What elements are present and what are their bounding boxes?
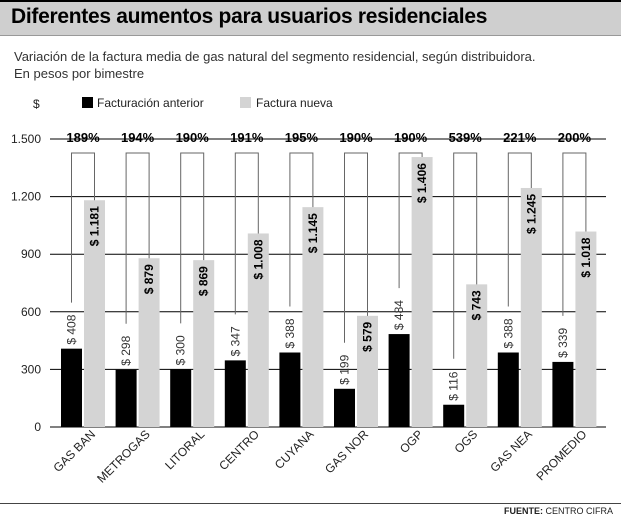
bar-nueva <box>84 200 105 427</box>
increase-bracket <box>234 152 259 315</box>
increase-bracket <box>507 152 532 307</box>
increase-percent-label: 221% <box>503 130 537 145</box>
bar-anterior <box>388 334 410 427</box>
value-label-anterior: $ 298 <box>119 335 133 365</box>
bar-nueva <box>247 233 269 427</box>
increase-bracket <box>344 152 368 343</box>
category-label: PROMEDIO <box>533 427 589 483</box>
category-label: METROGAS <box>94 427 152 485</box>
value-label-nueva: $ 1.018 <box>579 237 593 277</box>
legend-label-anterior: Facturación anterior <box>97 96 204 110</box>
y-axis-label: $ <box>33 97 40 111</box>
value-label-nueva: $ 1.145 <box>306 213 320 253</box>
value-label-anterior: $ 388 <box>501 318 515 348</box>
value-label-nueva: $ 579 <box>361 322 375 352</box>
subtitle-line-2: En pesos por bimestre <box>14 66 145 81</box>
increase-bracket <box>562 152 587 316</box>
value-label-anterior: $ 408 <box>65 314 79 344</box>
bar-anterior <box>61 348 82 427</box>
y-tick-label: 300 <box>21 362 41 376</box>
increase-percent-label: 200% <box>558 130 592 145</box>
value-label-nueva: $ 879 <box>142 264 156 294</box>
value-label-anterior: $ 347 <box>228 326 242 356</box>
category-label: CUYANA <box>272 427 317 472</box>
source-label: FUENTE: <box>503 506 543 516</box>
source-value: CENTRO CIFRA <box>545 506 614 516</box>
value-label-anterior: $ 388 <box>283 318 297 348</box>
value-label-anterior: $ 300 <box>174 335 188 365</box>
value-label-nueva: $ 1.245 <box>524 194 538 234</box>
bar-anterior <box>170 369 192 427</box>
increase-bracket <box>398 152 423 289</box>
increase-percent-label: 191% <box>230 130 264 145</box>
y-tick-label: 600 <box>21 305 41 319</box>
value-label-nueva: $ 743 <box>470 290 484 320</box>
increase-percent-label: 195% <box>285 130 319 145</box>
value-label-anterior: $ 339 <box>556 328 570 358</box>
bar-nueva <box>466 284 488 427</box>
bar-nueva <box>520 187 542 427</box>
footer-divider <box>0 503 621 504</box>
subtitle-line-1: Variación de la factura media de gas nat… <box>14 49 536 64</box>
value-label-nueva: $ 869 <box>197 266 211 296</box>
bar-nueva <box>302 207 324 427</box>
bar-nueva <box>138 258 160 427</box>
bar-nueva <box>357 315 378 427</box>
page-title: Diferentes aumentos para usuarios reside… <box>11 5 488 28</box>
bar-anterior <box>497 352 519 427</box>
chart-subtitle: Variación de la factura media de gas nat… <box>14 48 614 82</box>
bar-chart: $0 300 600 900 1.200 1.500 Facturación anterio… <box>11 96 606 486</box>
value-label-anterior: $ 199 <box>338 354 352 384</box>
bar-anterior <box>334 388 355 427</box>
value-label-nueva: $ 1.406 <box>415 163 429 203</box>
bar-anterior <box>279 352 301 427</box>
value-label-anterior: $ 484 <box>392 300 406 330</box>
legend-swatch-anterior <box>82 97 93 108</box>
title-bar: Diferentes aumentos para usuarios reside… <box>0 0 621 36</box>
category-label: GAS NEA <box>487 427 535 475</box>
legend-label-nueva: Factura nueva <box>256 96 333 110</box>
value-label-nueva: $ 1.008 <box>251 239 265 279</box>
increase-bracket <box>125 152 150 324</box>
bar-nueva <box>411 157 433 427</box>
increase-percent-label: 539% <box>449 130 483 145</box>
source-note: FUENTE: CENTRO CIFRA <box>504 506 613 516</box>
y-tick-label: 900 <box>21 247 41 261</box>
category-label: OGP <box>397 427 426 456</box>
increase-bracket <box>453 152 478 359</box>
category-label: CENTRO <box>216 427 262 473</box>
y-tick-label: 1.200 <box>11 190 41 204</box>
increase-percent-label: 194% <box>121 130 155 145</box>
bar-anterior <box>224 360 246 427</box>
increase-percent-label: 190% <box>394 130 428 145</box>
category-label: GAS NOR <box>322 427 371 476</box>
bar-anterior <box>552 361 574 427</box>
increase-percent-label: 190% <box>339 130 373 145</box>
value-label-anterior: $ 116 <box>447 371 461 400</box>
bar-nueva <box>575 231 597 427</box>
increase-bracket <box>71 152 95 303</box>
y-tick-label: 0 <box>34 420 41 434</box>
category-label: GAS BAN <box>50 427 98 475</box>
y-tick-label: 1.500 <box>11 132 41 146</box>
legend-swatch-nueva <box>240 97 251 108</box>
increase-bracket <box>180 152 205 324</box>
bar-nueva <box>193 260 215 427</box>
increase-percent-label: 189% <box>66 130 100 145</box>
bar-anterior <box>443 404 465 427</box>
category-label: OGS <box>452 427 481 456</box>
value-label-nueva: $ 1.181 <box>88 206 102 246</box>
increase-bracket <box>289 152 314 307</box>
bar-anterior <box>115 369 137 427</box>
increase-percent-label: 190% <box>176 130 210 145</box>
category-label: LITORAL <box>162 427 207 472</box>
